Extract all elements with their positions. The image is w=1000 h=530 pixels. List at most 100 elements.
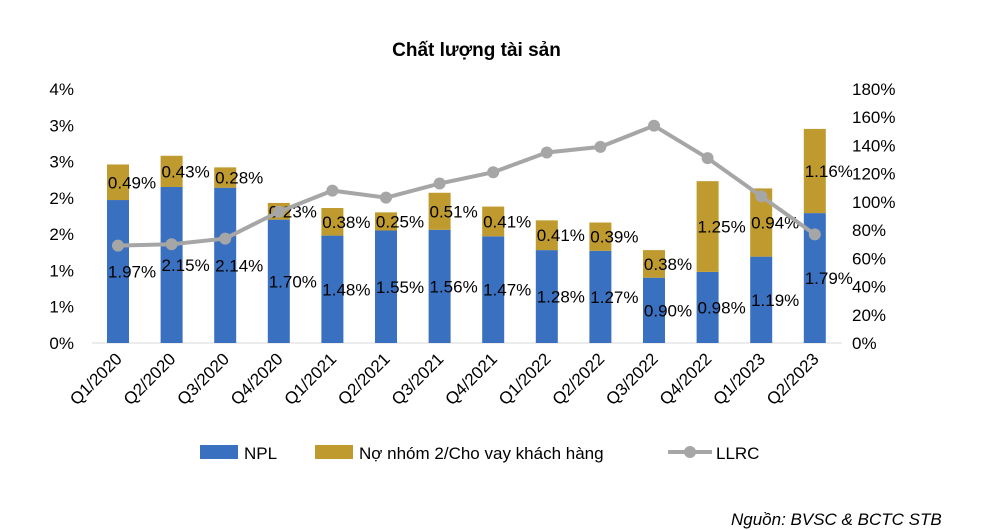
legend-npl-label: NPL <box>244 444 277 463</box>
legend-group2-label: Nợ nhóm 2/Cho vay khách hàng <box>359 444 604 463</box>
right-axis-tick-label: 100% <box>852 193 895 212</box>
npl-data-label: 1.55% <box>376 278 424 297</box>
npl-data-label: 0.98% <box>697 298 745 317</box>
llrc-point <box>326 184 339 197</box>
npl-bar <box>535 250 558 343</box>
npl-bar <box>482 236 505 343</box>
npl-data-label: 1.27% <box>590 288 638 307</box>
right-axis-tick-label: 20% <box>852 306 886 325</box>
llrc-point <box>808 228 821 241</box>
npl-bar <box>214 187 237 343</box>
npl-data-label: 0.90% <box>644 301 692 320</box>
llrc-point <box>112 239 124 252</box>
npl-data-label: 1.19% <box>751 291 799 310</box>
group2-data-label: 0.39% <box>590 228 638 247</box>
left-axis-tick-label: 1% <box>49 261 74 280</box>
npl-bar <box>643 277 665 343</box>
group2-data-label: 0.38% <box>322 213 370 232</box>
group2-bar <box>375 212 397 231</box>
left-axis-tick-label: 3% <box>49 116 74 135</box>
group2-data-label: 0.49% <box>108 173 156 192</box>
group2-data-label: 0.41% <box>483 212 531 231</box>
group2-bar <box>214 167 237 188</box>
npl-bar <box>428 229 451 343</box>
group2-data-label: 0.51% <box>429 202 477 221</box>
llrc-point <box>380 191 392 204</box>
llrc-line <box>117 123 816 248</box>
legend-llrc-label: LLRC <box>716 444 759 463</box>
npl-bar <box>321 235 344 343</box>
llrc-point <box>701 152 714 165</box>
x-axis-tick-label: Q3/2020 <box>173 349 233 409</box>
right-axis-tick-label: 180% <box>852 80 895 99</box>
llrc-point <box>648 119 660 132</box>
npl-bar <box>160 186 183 343</box>
group2-bar <box>321 208 344 236</box>
npl-data-label: 1.79% <box>805 269 853 288</box>
llrc-point <box>487 166 500 179</box>
left-axis-tick-label: 0% <box>49 334 74 353</box>
group2-data-label: 0.41% <box>537 226 585 245</box>
group2-bar <box>160 155 183 187</box>
x-axis-tick-label: Q2/2020 <box>120 349 180 409</box>
group2-bar <box>482 206 505 237</box>
llrc-point <box>433 177 446 190</box>
left-axis-tick-label: 3% <box>49 153 74 172</box>
left-axis-tick-label: 2% <box>49 189 74 208</box>
group2-bar <box>535 220 558 251</box>
x-axis-tick-label: Q2/2023 <box>763 349 823 409</box>
llrc-point <box>755 190 768 203</box>
llrc-point <box>594 140 607 153</box>
x-axis-tick-label: Q2/2022 <box>549 349 609 409</box>
x-axis-tick-label: Q1/2022 <box>495 349 555 409</box>
npl-bar <box>267 219 290 343</box>
npl-data-label: 2.15% <box>161 256 209 275</box>
source-note: Nguồn: BVSC & BCTC STB <box>731 510 942 529</box>
npl-bar <box>750 256 773 343</box>
x-axis-tick-label: Q4/2020 <box>227 349 287 409</box>
npl-data-label: 1.28% <box>537 288 585 307</box>
npl-data-label: 1.97% <box>108 263 156 282</box>
group2-data-label: 0.43% <box>161 162 209 181</box>
legend-llrc-marker <box>684 446 696 458</box>
npl-bar <box>107 200 129 343</box>
x-axis-tick-label: Q3/2022 <box>602 349 662 409</box>
right-axis-tick-label: 40% <box>852 278 886 297</box>
npl-data-label: 1.48% <box>322 280 370 299</box>
group2-data-label: 1.16% <box>805 162 853 181</box>
legend-group2-swatch <box>315 445 353 459</box>
group2-bar <box>589 222 612 251</box>
npl-bar <box>803 213 826 343</box>
group2-bar <box>643 250 665 278</box>
right-axis-tick-label: 140% <box>852 136 895 155</box>
right-axis-tick-label: 0% <box>852 334 877 353</box>
npl-data-label: 1.56% <box>429 277 477 296</box>
x-axis-tick-label: Q4/2021 <box>441 349 501 409</box>
x-axis-tick-label: Q3/2021 <box>388 349 448 409</box>
right-axis-tick-label: 120% <box>852 165 895 184</box>
chart-title: Chất lượng tài sản <box>392 40 561 61</box>
npl-bar <box>589 250 612 343</box>
left-axis-tick-label: 2% <box>49 225 74 244</box>
group2-data-label: 0.28% <box>215 169 263 188</box>
right-axis-tick-label: 80% <box>852 221 886 240</box>
group2-data-label: 0.25% <box>376 212 424 231</box>
left-axis-tick-label: 1% <box>49 298 74 317</box>
npl-bar <box>375 230 397 343</box>
llrc-point <box>540 146 553 159</box>
npl-data-label: 1.47% <box>483 281 531 300</box>
group2-data-label: 0.94% <box>751 214 799 233</box>
group2-bar <box>107 164 129 201</box>
llrc-point <box>219 232 232 245</box>
llrc-point <box>272 205 285 218</box>
left-axis-tick-label: 4% <box>49 80 74 99</box>
group2-bar <box>803 128 826 214</box>
right-axis-tick-label: 160% <box>852 108 895 127</box>
npl-data-label: 1.70% <box>269 272 317 291</box>
group2-data-label: 0.38% <box>644 255 692 274</box>
x-axis-tick-label: Q1/2023 <box>709 349 769 409</box>
group2-bar <box>428 192 451 230</box>
llrc-point <box>165 238 178 251</box>
group2-bar <box>750 188 773 257</box>
